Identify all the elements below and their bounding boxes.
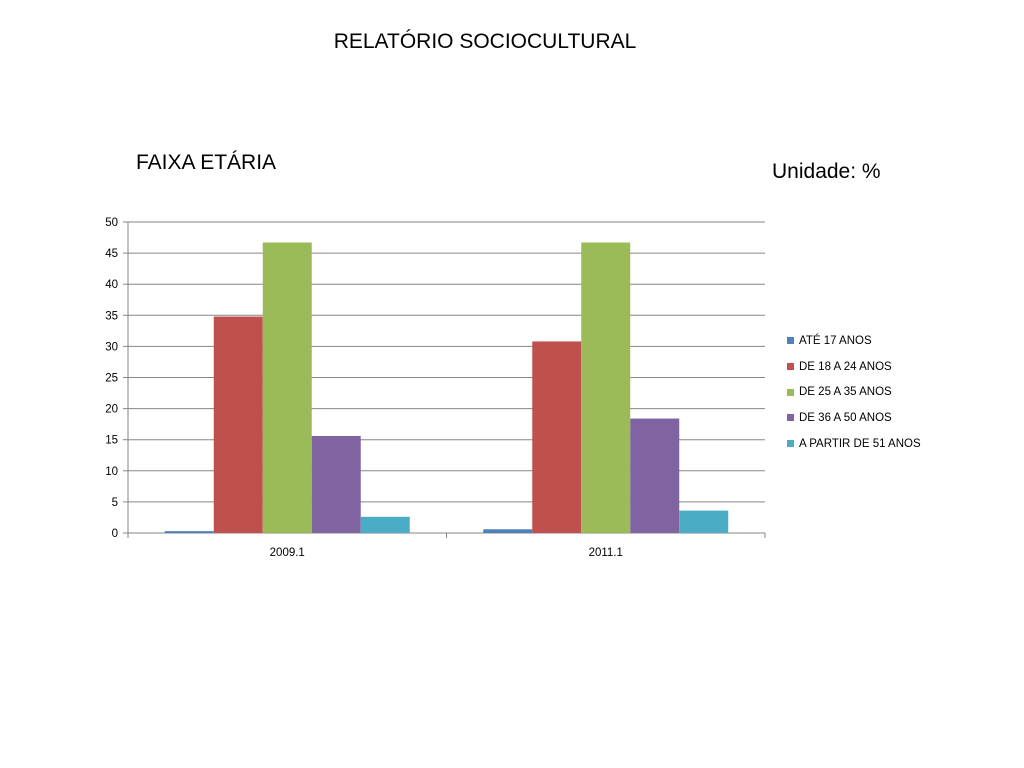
legend-swatch <box>787 388 794 396</box>
y-tick-label: 20 <box>105 404 118 416</box>
legend-swatch <box>787 363 794 371</box>
y-tick-label: 0 <box>112 528 118 540</box>
legend-swatch <box>787 440 794 448</box>
bar-de-36-a-50-anos-2009-1 <box>311 435 361 533</box>
x-tick-label: 2011.1 <box>589 547 623 559</box>
legend-label: DE 36 A 50 ANOS <box>799 411 892 424</box>
bar-de-25-a-35-anos-2009-1 <box>262 242 312 533</box>
bar-at-17-anos-2009-1 <box>164 531 214 533</box>
bar-at-17-anos-2011-1 <box>483 529 533 533</box>
y-tick-label: 30 <box>105 341 118 353</box>
legend-label: DE 18 A 24 ANOS <box>799 360 892 373</box>
y-tick-label: 50 <box>105 217 118 229</box>
legend-label: DE 25 A 35 ANOS <box>799 386 892 399</box>
y-tick-label: 15 <box>105 435 118 447</box>
legend-label: A PARTIR DE 51 ANOS <box>799 437 921 450</box>
y-tick-label: 25 <box>105 373 118 385</box>
bar-de-18-a-24-anos-2011-1 <box>532 341 582 533</box>
legend-item: DE 36 A 50 ANOS <box>787 405 921 431</box>
legend-swatch <box>787 337 794 345</box>
legend-item: ATÉ 17 ANOS <box>787 328 921 354</box>
legend-item: A PARTIR DE 51 ANOS <box>787 431 921 457</box>
y-tick-label: 10 <box>105 466 118 478</box>
y-tick-label: 40 <box>105 279 118 291</box>
bar-de-25-a-35-anos-2011-1 <box>581 242 631 533</box>
y-tick-label: 45 <box>105 248 118 260</box>
bar-de-18-a-24-anos-2009-1 <box>213 316 263 533</box>
legend-label: ATÉ 17 ANOS <box>799 334 872 347</box>
unit-label: Unidade: % <box>772 160 881 183</box>
bar-de-36-a-50-anos-2011-1 <box>630 418 680 533</box>
legend-item: DE 25 A 35 ANOS <box>787 379 921 405</box>
slide-title: RELATÓRIO SOCIOCULTURAL <box>333 30 637 53</box>
x-tick-label: 2009.1 <box>270 547 305 559</box>
y-tick-label: 35 <box>105 310 118 322</box>
bar-a-partir-de-51-anos-2011-1 <box>679 510 729 533</box>
legend-swatch <box>787 414 794 422</box>
bar-a-partir-de-51-anos-2009-1 <box>360 516 410 533</box>
legend-item: DE 18 A 24 ANOS <box>787 354 921 380</box>
chart-legend: ATÉ 17 ANOS DE 18 A 24 ANOS DE 25 A 35 ANO… <box>787 328 921 456</box>
chart-title: FAIXA ETÁRIA <box>136 151 277 174</box>
y-tick-label: 5 <box>112 497 118 509</box>
